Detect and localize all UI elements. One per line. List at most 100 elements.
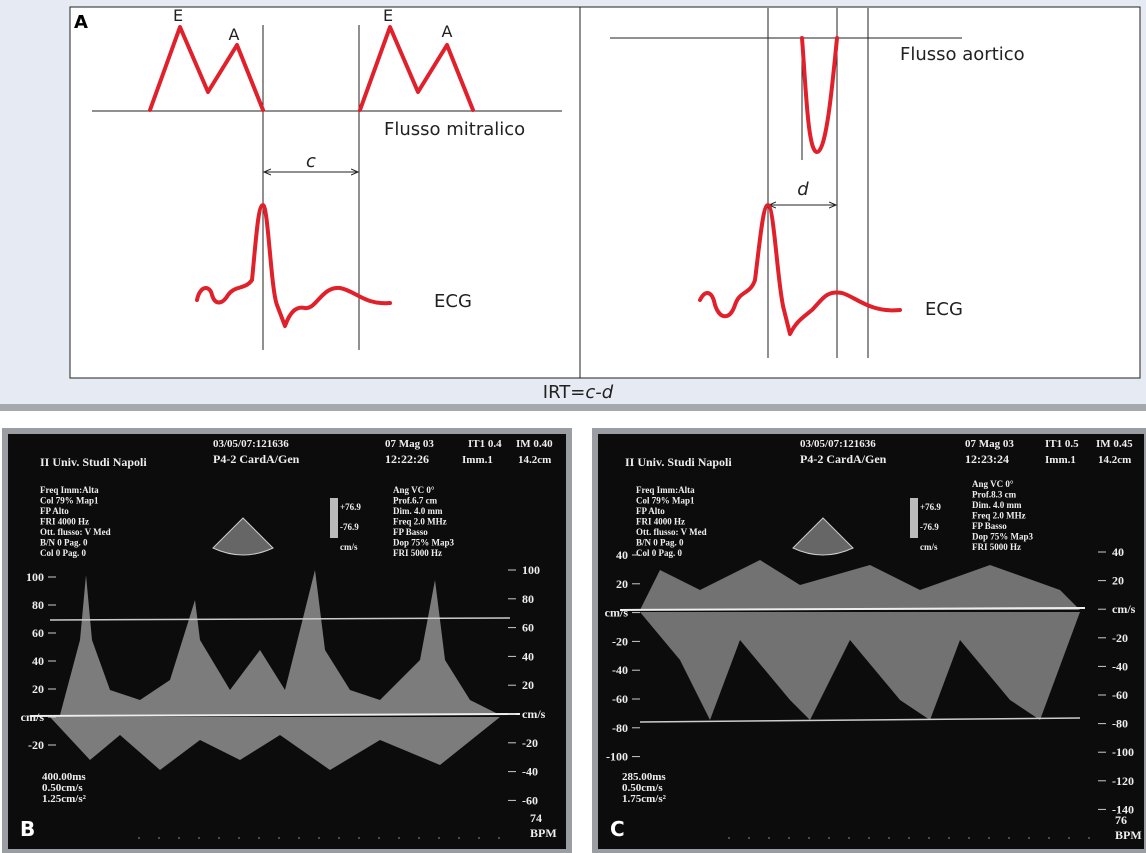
y-tick-label: 40 [522, 649, 534, 663]
y-tick-label: 40 [32, 654, 44, 668]
panel-label: A [74, 12, 88, 33]
scale-label: cm/s [340, 542, 358, 552]
flow-label: Flusso aortico [900, 44, 1025, 65]
header-text: II Univ. Studi Napoli [40, 455, 147, 469]
setting: Freq 2.0 MHz [972, 511, 1026, 521]
y-tick-label: 20 [522, 678, 534, 692]
setting: Freq Imm:Alta [636, 485, 695, 495]
setting: Dim. 4.0 mm [972, 500, 1022, 510]
y-tick-label: cm/s [605, 606, 629, 620]
setting: Freq Imm:Alta [40, 485, 99, 495]
y-tick-label: 20 [32, 682, 44, 696]
setting: Freq 2.0 MHz [393, 517, 447, 527]
header-text: 07 Mag 03 [385, 438, 434, 450]
y-tick-label: -40 [522, 765, 538, 779]
wave-label: E [173, 6, 183, 25]
header-text: IT1 0.4 [468, 438, 502, 450]
color-scale [910, 498, 918, 538]
header-text: 03/05/07:121636 [800, 438, 876, 450]
header-text: Imm.1 [1045, 454, 1076, 466]
header-text: II Univ. Studi Napoli [625, 455, 732, 469]
setting: Col 79% Map1 [636, 496, 695, 506]
y-tick-label: -60 [612, 692, 628, 706]
header-text: 12:22:26 [385, 452, 429, 466]
y-tick-label: -40 [1112, 659, 1128, 673]
setting: Ott. flusso: V Med [40, 527, 111, 537]
y-tick-label: 80 [522, 592, 534, 606]
header-text: IM 0.40 [516, 438, 553, 450]
ecg-label: ECG [925, 299, 963, 320]
setting: FP Alto [636, 506, 665, 516]
caption-prefix: IRT= [543, 382, 586, 403]
interval-label: d [797, 179, 809, 200]
y-tick-label: 60 [32, 626, 44, 640]
scale-label: -76.9 [340, 522, 359, 532]
heart-rate: 76 [1115, 813, 1127, 827]
setting: Dop 75% Map3 [972, 532, 1034, 542]
panel-label: B [20, 817, 35, 841]
y-tick-label: 20 [1112, 574, 1124, 588]
y-tick-label: cm/s [1112, 602, 1136, 616]
header-text: Imm.1 [462, 454, 493, 466]
panel-label: C [610, 817, 625, 841]
y-tick-label: -60 [522, 793, 538, 807]
y-tick-label: -60 [1112, 688, 1128, 702]
setting: FP Alto [40, 506, 69, 516]
y-tick-label: -40 [612, 663, 628, 677]
y-tick-label: -100 [1112, 745, 1134, 759]
y-tick-label: -80 [612, 721, 628, 735]
y-tick-label: -80 [1112, 717, 1128, 731]
wave-label: A [229, 25, 240, 44]
scale-label: +76.9 [340, 502, 361, 512]
panel-a-shadow [0, 404, 1146, 411]
header-text: 03/05/07:121636 [213, 438, 289, 450]
setting: Col 0 Pag. 0 [636, 548, 682, 558]
y-tick-label: 20 [616, 577, 628, 591]
y-tick-label: -120 [1112, 774, 1134, 788]
header-text: IT1 0.5 [1045, 438, 1079, 450]
wave-label: E [383, 6, 393, 25]
setting: B/N 0 Pag. 0 [636, 538, 684, 548]
interval-label: c [306, 151, 316, 172]
header-text: IM 0.45 [1096, 438, 1133, 450]
setting: FRI 4000 Hz [636, 517, 685, 527]
caption-formula: c-d [585, 382, 613, 403]
scale-label: -76.9 [920, 522, 939, 532]
ecg-label: ECG [434, 291, 472, 312]
heart-rate: 74 [530, 811, 542, 825]
setting: Dim. 4.0 mm [393, 506, 443, 516]
header-text: 14.2cm [1098, 454, 1131, 466]
y-tick-label: -20 [1112, 631, 1128, 645]
y-tick-label: cm/s [21, 710, 45, 724]
setting: Col 0 Pag. 0 [40, 548, 86, 558]
header-text: 12:23:24 [965, 452, 1009, 466]
y-tick-label: -100 [606, 750, 628, 764]
heart-rate-unit: BPM [530, 826, 557, 840]
setting: Prof.6.7 cm [393, 496, 438, 506]
caption: IRT=c-d [543, 382, 614, 403]
header-text: P4-2 CardA/Gen [213, 452, 300, 466]
y-tick-label: 40 [616, 548, 628, 562]
header-text: 07 Mag 03 [965, 438, 1014, 450]
scale-label: cm/s [920, 542, 938, 552]
flow-label: Flusso mitralico [384, 119, 525, 140]
y-tick-label: -20 [612, 634, 628, 648]
wave-label: A [442, 22, 453, 41]
setting: Col 79% Map1 [40, 496, 99, 506]
header-text: P4-2 CardA/Gen [800, 452, 887, 466]
header-text: 14.2cm [518, 454, 551, 466]
y-tick-label: 40 [1112, 545, 1124, 559]
setting: FRI 5000 Hz [393, 548, 442, 558]
y-tick-label: 100 [26, 570, 44, 584]
y-tick-label: cm/s [522, 707, 546, 721]
setting: FRI 5000 Hz [972, 542, 1021, 552]
scale-label: +76.9 [920, 502, 941, 512]
y-tick-label: 60 [522, 621, 534, 635]
setting: FP Basso [972, 521, 1007, 531]
sweep-text: 1.25cm/s² [42, 793, 87, 805]
setting: Dop 75% Map3 [393, 538, 455, 548]
setting: Ott. flusso: V Med [636, 527, 707, 537]
sweep-text: 1.75cm/s² [622, 793, 667, 805]
y-tick-label: -20 [28, 738, 44, 752]
color-scale [330, 498, 338, 538]
